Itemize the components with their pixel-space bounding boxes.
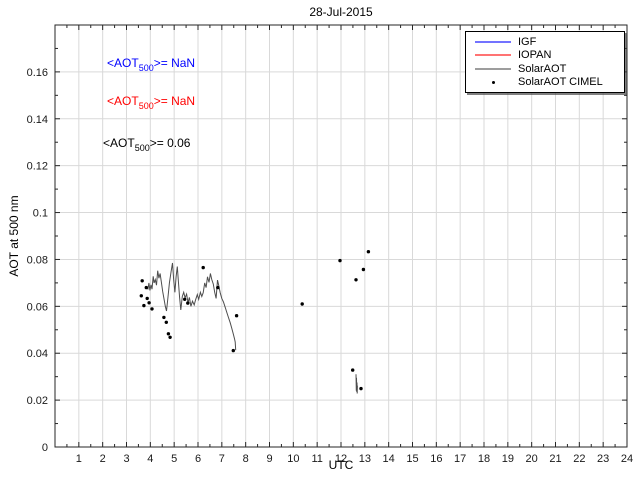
- y-tick-label: 0: [42, 442, 48, 454]
- chart-title: 28-Jul-2015: [309, 5, 373, 19]
- x-tick-label: 21: [549, 453, 561, 465]
- annotation-subscript: 500: [138, 63, 154, 73]
- scatter-point-solaraot-cimel: [144, 285, 148, 290]
- scatter-point-solaraot-cimel: [338, 258, 342, 263]
- annotation-text: <AOT: [107, 56, 139, 70]
- legend-line-sample: [475, 67, 511, 70]
- legend-row-igf: IGF: [466, 35, 624, 48]
- x-tick-label: 23: [597, 453, 609, 465]
- legend-dot-sample: [491, 80, 495, 84]
- legend: IGF IOPAN SolarAOT SolarAOT CIMEL: [465, 31, 625, 93]
- x-tick-label: 18: [478, 453, 490, 465]
- scatter-point-solaraot-cimel: [164, 320, 168, 324]
- y-tick-label: 0.08: [27, 254, 48, 266]
- scatter-point-solaraot-cimel: [145, 296, 149, 301]
- x-tick-label: 7: [219, 453, 225, 465]
- y-tick-label: 0.04: [27, 348, 48, 360]
- legend-line-swatch-igf: [473, 40, 513, 43]
- legend-dot-swatch-cimel: [473, 80, 513, 84]
- scatter-point-solaraot-cimel: [166, 332, 171, 336]
- y-tick-label: 0.12: [27, 161, 48, 173]
- x-tick-label: 13: [359, 453, 371, 465]
- legend-label: SolarAOT: [518, 62, 567, 75]
- annotation-mean-aot-igf: <AOT500>= NaN: [107, 56, 195, 73]
- legend-line-sample: [475, 40, 511, 43]
- y-axis-label: AOT at 500 nm: [7, 195, 21, 277]
- x-tick-label: 12: [335, 453, 347, 465]
- x-tick-label: 4: [147, 453, 153, 465]
- annotation-mean-aot-iopan: <AOT500>= NaN: [107, 94, 195, 111]
- legend-row-solaraot-cimel: SolarAOT CIMEL: [466, 76, 624, 89]
- x-tick-label: 1: [76, 453, 82, 465]
- y-tick-label: 0.02: [27, 395, 48, 407]
- legend-row-solaraot: SolarAOT: [466, 62, 624, 75]
- x-tick-label: 2: [100, 453, 106, 465]
- scatter-point-solaraot-cimel: [150, 307, 154, 311]
- x-tick-label: 16: [430, 453, 442, 465]
- x-tick-label: 20: [526, 453, 538, 465]
- scatter-point-solaraot-cimel: [142, 303, 146, 308]
- legend-row-iopan: IOPAN: [466, 49, 624, 62]
- x-axis-label: UTC: [328, 458, 354, 472]
- scatter-point-solaraot-cimel: [366, 250, 371, 254]
- annotation-text: <AOT: [103, 136, 135, 150]
- scatter-point-solaraot-cimel: [231, 348, 235, 353]
- annotation-value: >= NaN: [153, 94, 196, 108]
- scatter-point-solaraot-cimel: [351, 368, 355, 372]
- annotation-text: <AOT: [107, 94, 139, 108]
- y-tick-label: 0.1: [33, 208, 48, 220]
- scatter-point-solaraot-cimel: [361, 267, 366, 272]
- legend-line-swatch-solaraot: [473, 67, 513, 70]
- y-tick-label: 0.16: [27, 67, 48, 79]
- scatter-point-solaraot-cimel: [139, 294, 143, 298]
- legend-line-sample: [475, 54, 511, 57]
- x-tick-label: 8: [243, 453, 249, 465]
- scatter-point-solaraot-cimel: [359, 386, 363, 391]
- legend-label: IOPAN: [518, 49, 552, 62]
- scatter-point-solaraot-cimel: [201, 265, 205, 270]
- legend-label: IGF: [518, 35, 537, 48]
- series-line-solaraot: [355, 374, 358, 394]
- x-tick-label: 17: [454, 453, 466, 465]
- x-tick-label: 24: [621, 453, 633, 465]
- annotation-subscript: 500: [134, 143, 150, 153]
- annotation-mean-aot-solaraot: <AOT500>= 0.06: [103, 136, 190, 153]
- x-tick-label: 11: [311, 453, 322, 465]
- scatter-point-solaraot-cimel: [183, 297, 187, 301]
- annotation-subscript: 500: [138, 101, 154, 111]
- scatter-point-solaraot-cimel: [300, 302, 304, 306]
- scatter-point-solaraot-cimel: [168, 335, 172, 339]
- scatter-point-solaraot-cimel: [147, 301, 151, 305]
- y-tick-label: 0.14: [27, 114, 48, 126]
- x-tick-label: 5: [171, 453, 177, 465]
- series-line-solaraot: [147, 262, 237, 351]
- x-tick-label: 6: [195, 453, 201, 465]
- x-tick-label: 19: [502, 453, 514, 465]
- x-tick-label: 14: [383, 453, 395, 465]
- scatter-point-solaraot-cimel: [234, 314, 239, 318]
- scatter-point-solaraot-cimel: [186, 301, 190, 305]
- scatter-point-solaraot-cimel: [354, 278, 358, 282]
- legend-label: SolarAOT CIMEL: [518, 76, 603, 89]
- x-tick-label: 3: [123, 453, 129, 465]
- x-tick-label: 9: [266, 453, 272, 465]
- x-tick-label: 15: [406, 453, 418, 465]
- scatter-point-solaraot-cimel: [162, 315, 166, 320]
- legend-line-swatch-iopan: [473, 54, 513, 57]
- x-tick-label: 22: [573, 453, 585, 465]
- scatter-point-solaraot-cimel: [140, 279, 144, 283]
- annotation-value: >= 0.06: [149, 136, 191, 150]
- annotation-value: >= NaN: [153, 56, 196, 70]
- x-tick-label: 10: [287, 453, 299, 465]
- y-tick-label: 0.06: [27, 301, 48, 313]
- scatter-point-solaraot-cimel: [216, 285, 220, 290]
